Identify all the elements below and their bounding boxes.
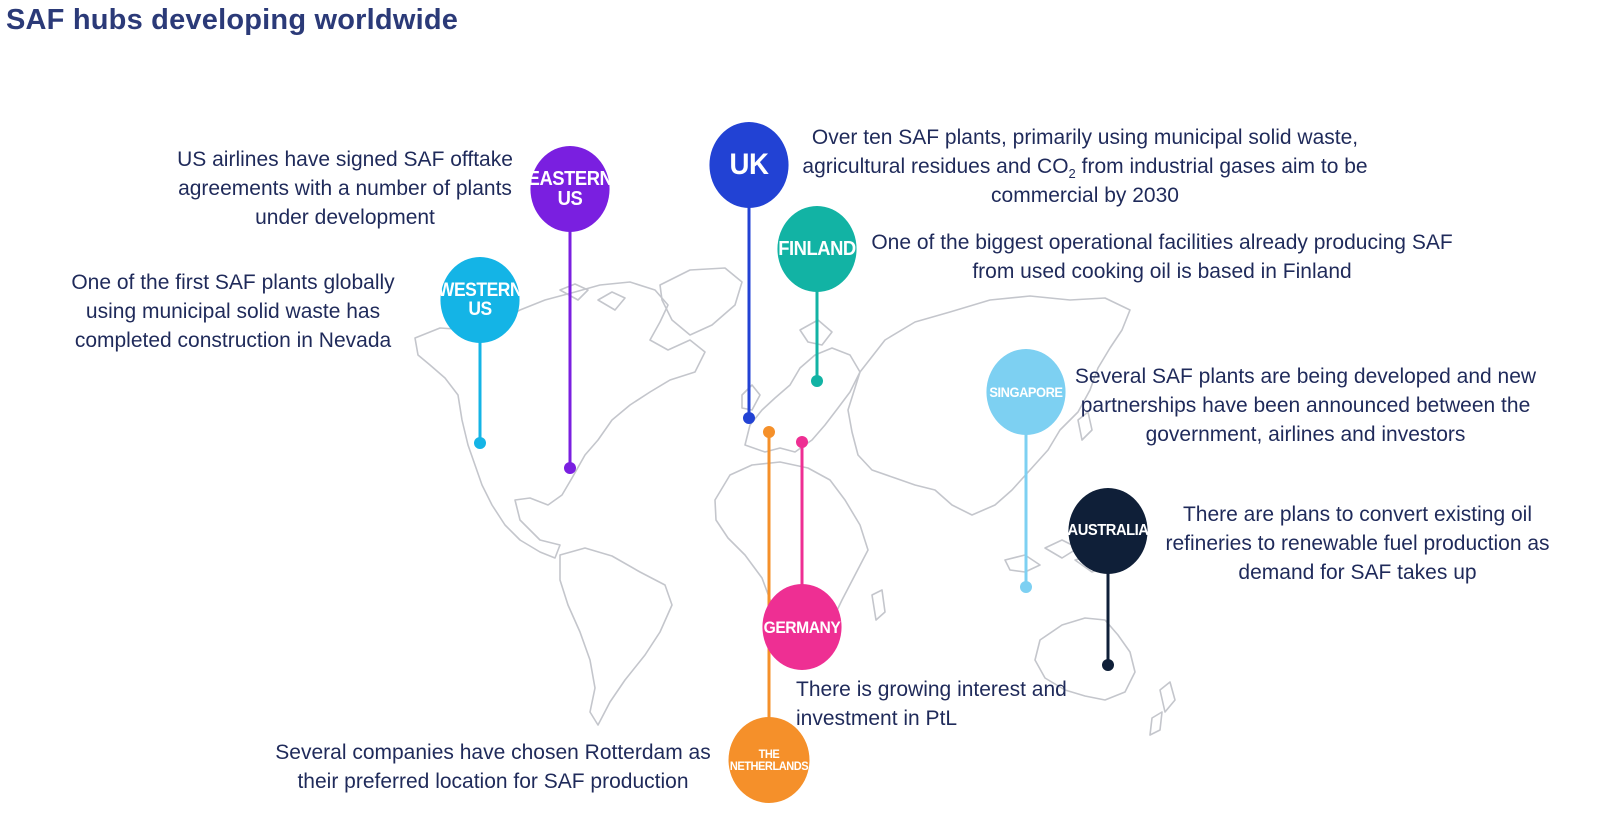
uk-location-dot: [743, 412, 755, 424]
description-line: There is growing interest and: [796, 678, 1067, 701]
western-us-location-dot: [474, 437, 486, 449]
page-title: SAF hubs developing worldwide: [6, 4, 459, 36]
hub-germany-label: GERMANY: [763, 617, 841, 637]
hub-finland: FINLAND: [777, 206, 857, 292]
description-line: agreements with a number of plants: [178, 177, 512, 200]
description-text: agricultural residues and CO: [802, 155, 1069, 178]
description-line: One of the first SAF plants globally: [71, 271, 395, 294]
hub-netherlands: THE NETHERLANDS: [728, 717, 810, 803]
hub-eastern-us-label-line2: US: [557, 188, 583, 210]
hub-finland-label: FINLAND: [778, 238, 856, 260]
hub-western-us-label-line1: WESTERN: [437, 280, 523, 301]
singapore-location-dot: [1020, 581, 1032, 593]
western-us-description: One of the first SAF plants globally usi…: [48, 268, 418, 355]
singapore-description: Several SAF plants are being developed a…: [1063, 362, 1548, 449]
description-line: commercial by 2030: [991, 184, 1179, 207]
hub-australia-label: AUSTRALIA: [1067, 522, 1149, 539]
netherlands-description: Several companies have chosen Rotterdam …: [262, 738, 724, 796]
hub-netherlands-label-line2: NETHERLANDS: [729, 759, 809, 773]
description-line: using municipal solid waste has: [85, 300, 381, 323]
eastern-us-location-dot: [564, 462, 576, 474]
hub-singapore: SINGAPORE: [986, 349, 1066, 435]
hub-singapore-label: SINGAPORE: [989, 384, 1063, 400]
asia-outline: [847, 295, 1131, 516]
hub-eastern-us-label-line1: EASTERN: [527, 168, 613, 190]
description-line: completed construction in Nevada: [74, 329, 392, 352]
africa-outline: [714, 461, 869, 653]
finland-description: One of the biggest operational facilitie…: [862, 228, 1462, 286]
hub-germany: GERMANY: [762, 584, 842, 670]
hub-western-us-label-line2: US: [468, 299, 492, 320]
north-america-outline: [414, 281, 706, 559]
australia-description: There are plans to convert existing oil …: [1155, 500, 1560, 587]
description-line: Several companies have chosen Rotterdam …: [275, 741, 711, 764]
description-line: US airlines have signed SAF offtake: [177, 148, 513, 171]
description-line: refineries to renewable fuel production …: [1165, 532, 1550, 555]
description-line: There are plans to convert existing oil: [1182, 503, 1532, 526]
netherlands-location-dot: [763, 426, 775, 438]
description-line: agricultural residues and CO2 from indus…: [790, 152, 1380, 181]
eastern-us-description: US airlines have signed SAF offtake agre…: [155, 145, 535, 232]
hub-western-us: WESTERN US: [437, 257, 523, 343]
description-line: investment in PtL: [796, 707, 958, 730]
hub-netherlands-label-line1: THE: [758, 747, 780, 761]
australia-outline: [1034, 617, 1136, 701]
australia-location-dot: [1102, 659, 1114, 671]
hub-uk: UK: [709, 122, 789, 208]
description-text: from industrial gases aim to be: [1075, 155, 1368, 178]
finland-location-dot: [811, 375, 823, 387]
description-line: partnerships have been announced between…: [1080, 394, 1531, 417]
description-line: their preferred location for SAF product…: [297, 770, 689, 793]
hub-eastern-us: EASTERN US: [528, 146, 613, 232]
description-line: Over ten SAF plants, primarily using mun…: [811, 126, 1359, 149]
description-line: demand for SAF takes up: [1238, 561, 1477, 584]
europe-outline: [744, 347, 861, 453]
uk-description: Over ten SAF plants, primarily using mun…: [790, 123, 1380, 210]
germany-location-dot: [796, 436, 808, 448]
description-line: One of the biggest operational facilitie…: [871, 231, 1453, 254]
description-line: Several SAF plants are being developed a…: [1074, 365, 1537, 388]
subscript: 2: [1068, 166, 1076, 182]
hub-australia: AUSTRALIA: [1067, 488, 1149, 574]
south-america-outline: [559, 547, 673, 726]
description-line: government, airlines and investors: [1145, 423, 1466, 446]
description-line: under development: [255, 206, 435, 229]
germany-description: There is growing interest and investment…: [796, 675, 1096, 733]
hub-uk-label: UK: [729, 148, 769, 181]
greenland-outline: [659, 267, 743, 336]
description-line: from used cooking oil is based in Finlan…: [972, 260, 1352, 283]
